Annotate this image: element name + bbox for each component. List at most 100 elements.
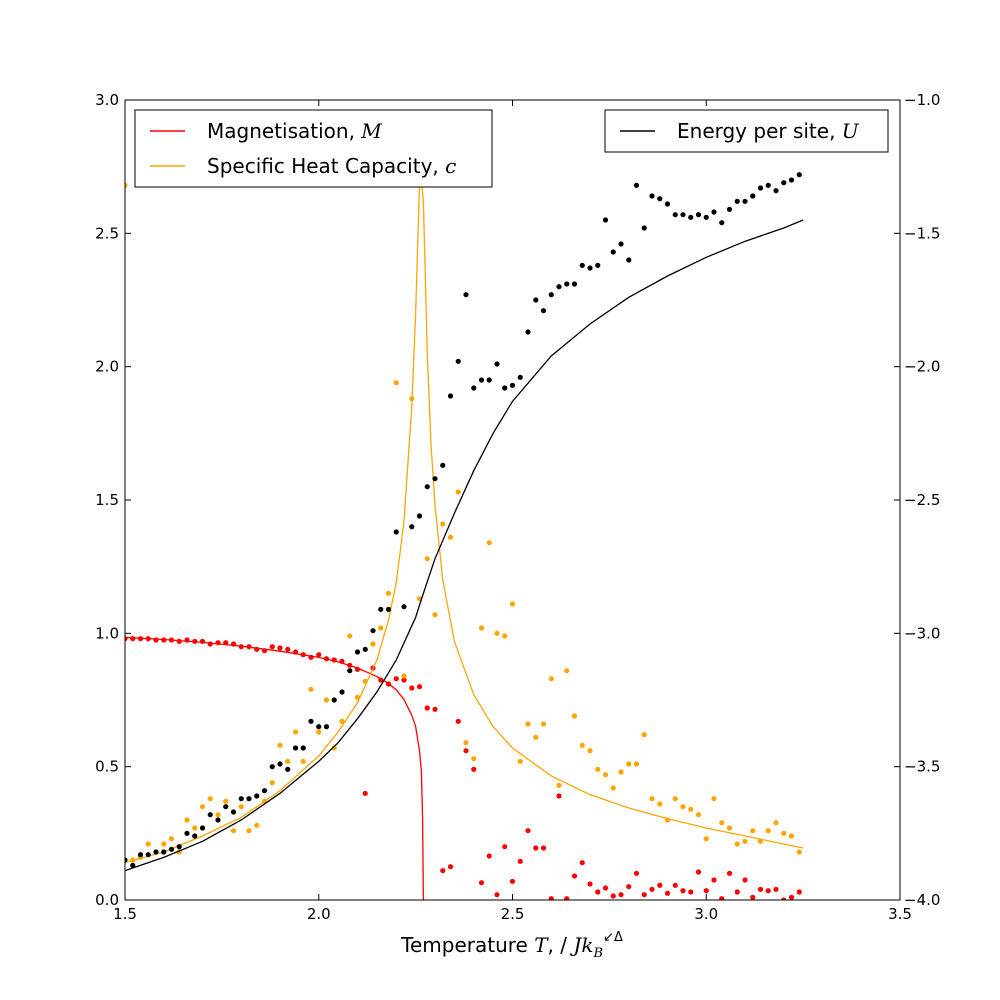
magnetisation-point [223,640,229,646]
heat-capacity-point [269,780,275,786]
magnetisation-point [579,860,585,866]
x-tick-label: 2.0 [307,905,331,923]
heat-capacity-point [757,838,764,844]
heat-capacity-point [556,782,562,788]
heat-capacity-point [455,489,461,495]
heat-capacity-point [308,686,314,692]
x-tick-label: 2.5 [501,905,525,923]
heat-capacity-point [447,534,454,540]
heat-capacity-point [548,676,554,682]
y-right-tick-label: −1.5 [904,224,940,242]
heat-capacity-point [168,836,175,842]
energy-point [168,846,175,852]
magnetisation-point [757,886,764,892]
heat-capacity-point [711,796,717,802]
energy-point [401,604,407,610]
heat-capacity-point [161,841,167,847]
y-left-tick-label: 1.0 [95,624,119,642]
heat-capacity-point [323,697,330,703]
heat-capacity-point [440,521,446,527]
magnetisation-point [354,666,361,672]
heat-capacity-point [781,830,787,836]
energy-point [409,524,415,530]
magnetisation-point [540,845,547,851]
magnetisation-point [424,705,430,711]
energy-point [742,198,748,204]
magnetisation-point [618,892,624,898]
magnetisation-point [254,646,260,652]
energy-point [125,857,128,863]
heat-capacity-point [130,857,136,863]
heat-capacity-point [385,590,392,596]
magnetisation-point [765,888,771,894]
energy-point [223,804,229,810]
magnetisation-point [664,890,671,896]
magnetisation-point [230,641,237,647]
heat-capacity-point [145,841,151,847]
y-right-tick-label: −2.5 [904,491,940,509]
energy-point [618,241,624,247]
heat-capacity-point [316,729,322,735]
magnetisation-point [385,681,392,687]
energy-point [579,262,585,268]
heat-capacity-point [595,766,601,772]
y-left-tick-label: 1.5 [95,491,119,509]
energy-point [571,281,578,287]
magnetisation-point [130,636,136,642]
heat-capacity-point [602,772,609,778]
energy-point [354,649,361,655]
legend-left-frame [134,109,493,188]
magnetisation-point [734,889,740,895]
heat-capacity-point [207,796,213,802]
magnetisation-point [703,888,709,894]
y-left-tick-label: 3.0 [95,91,119,109]
heat-capacity-point [246,828,252,834]
magnetisation-point [137,636,144,642]
energy-point [564,281,570,287]
energy-point [509,382,516,388]
heat-capacity-point [719,820,725,826]
heat-capacity-point [564,668,570,674]
magnetisation-point [595,889,601,895]
heat-capacity-point [277,742,283,748]
heat-capacity-point [618,769,624,775]
magnetisation-point [773,886,779,892]
heat-capacity-point [750,828,756,834]
energy-point [796,172,802,178]
magnetisation-point [571,873,578,879]
magnetisation-point [192,638,198,644]
magnetisation-point [238,644,244,650]
magnetisation-point [525,828,531,834]
energy-point [463,292,469,298]
heat-capacity-point [641,732,647,738]
heat-capacity-point [726,825,733,831]
magnetisation-point [556,793,562,799]
legend-right: Energy per site, U [604,109,889,153]
energy-point [455,358,461,364]
energy-point [757,185,764,191]
heat-capacity-point [742,838,748,844]
heat-capacity-point [517,758,523,764]
heat-capacity-point [494,630,500,636]
magnetisation-point [393,676,399,682]
magnetisation-point [695,869,702,875]
y-right-tick-label: −4.0 [904,891,940,909]
heat-capacity-point [734,841,740,847]
magnetisation-point [478,880,485,886]
heat-capacity-point [765,828,771,834]
heat-capacity-point [192,825,198,831]
magnetisation-point [300,652,306,658]
energy-point [525,329,531,335]
energy-point [393,529,399,535]
heat-capacity-point [362,678,368,684]
heat-capacity-point [230,828,237,834]
heat-capacity-point [378,625,384,631]
legend-left: Magnetisation, M Specific Heat Capacity,… [134,109,493,188]
energy-point [130,862,136,868]
magnetisation-point [533,845,539,851]
energy-point [277,761,283,767]
magnetisation-point [362,790,368,796]
y-right-tick-label: −3.5 [904,758,940,776]
legend-magnetisation-label: Magnetisation, M [207,119,382,143]
energy-point [602,217,609,223]
